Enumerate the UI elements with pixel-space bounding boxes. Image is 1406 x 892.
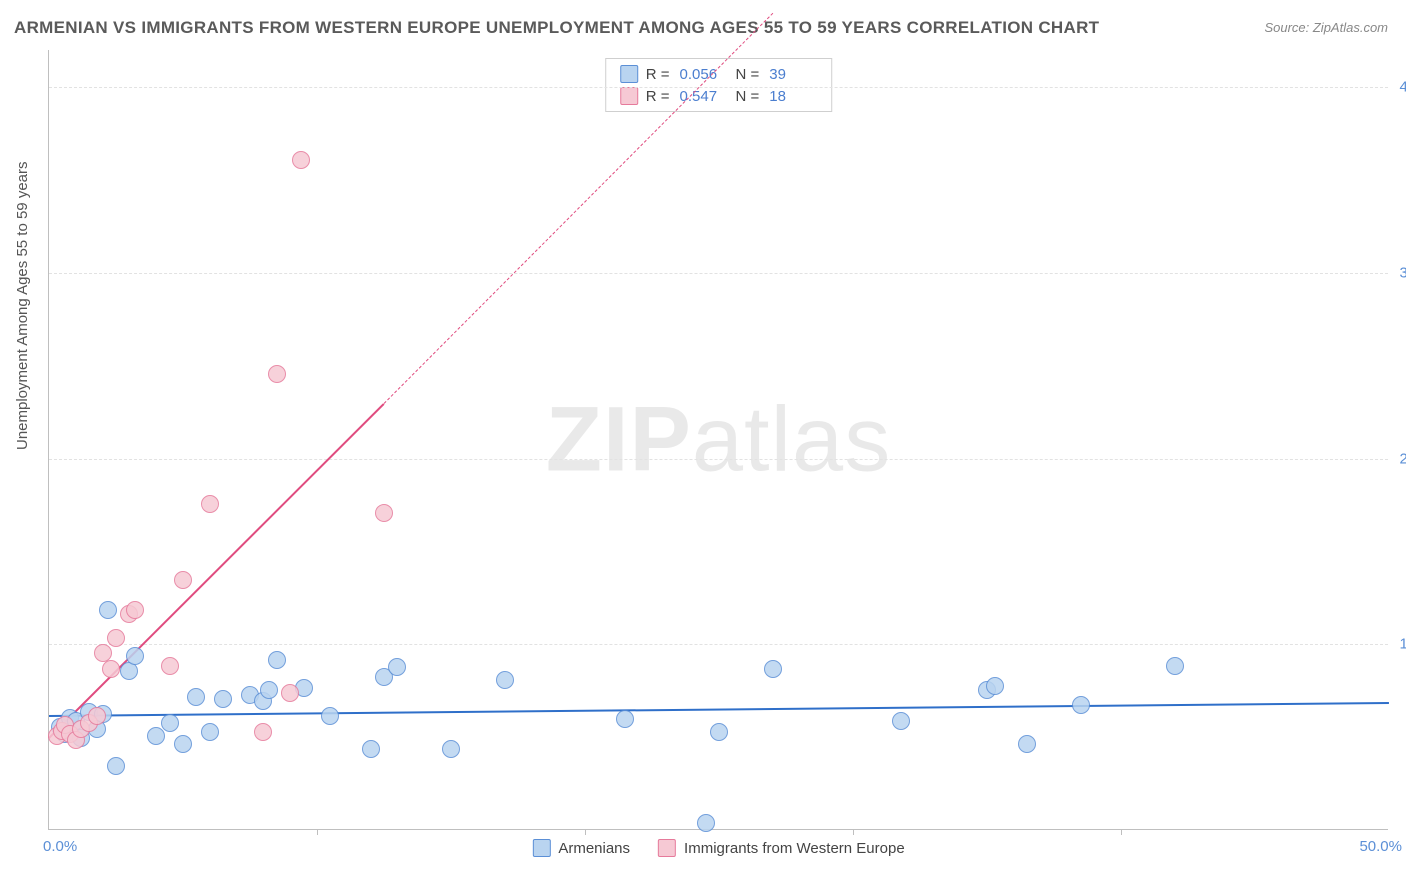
gridline — [49, 273, 1388, 274]
gridline — [49, 644, 1388, 645]
plot-area: ZIPatlas R =0.056N =39R =0.547N =18 0.0%… — [48, 50, 1388, 830]
y-tick-label: 30.0% — [1399, 264, 1406, 281]
legend-swatch — [620, 65, 638, 83]
data-point — [1166, 657, 1184, 675]
data-point — [388, 658, 406, 676]
data-point — [697, 814, 715, 832]
series-legend-label: Armenians — [558, 840, 630, 857]
trend-line — [48, 403, 384, 739]
data-point — [147, 727, 165, 745]
data-point — [362, 740, 380, 758]
legend-row: R = 0.547 N = 18 — [620, 85, 818, 107]
data-point — [102, 660, 120, 678]
data-point — [161, 714, 179, 732]
watermark-zip: ZIP — [546, 388, 692, 490]
watermark: ZIPatlas — [546, 387, 891, 492]
source-attribution: Source: ZipAtlas.com — [1264, 20, 1388, 35]
y-axis-label: Unemployment Among Ages 55 to 59 years — [14, 161, 31, 450]
data-point — [126, 647, 144, 665]
data-point — [268, 651, 286, 669]
data-point — [496, 671, 514, 689]
data-point — [107, 757, 125, 775]
legend-n-label: N = — [736, 66, 760, 83]
trend-line — [384, 13, 773, 404]
chart-title: ARMENIAN VS IMMIGRANTS FROM WESTERN EURO… — [14, 18, 1099, 38]
y-tick-label: 40.0% — [1399, 79, 1406, 96]
data-point — [321, 707, 339, 725]
data-point — [616, 710, 634, 728]
gridline — [49, 459, 1388, 460]
data-point — [201, 723, 219, 741]
x-tick — [1121, 829, 1122, 835]
legend-n-value: 18 — [769, 88, 817, 105]
data-point — [281, 684, 299, 702]
x-tick — [853, 829, 854, 835]
data-point — [986, 677, 1004, 695]
y-tick-label: 10.0% — [1399, 636, 1406, 653]
data-point — [442, 740, 460, 758]
data-point — [375, 504, 393, 522]
data-point — [99, 601, 117, 619]
x-tick — [317, 829, 318, 835]
legend-n-label: N = — [736, 88, 760, 105]
data-point — [88, 707, 106, 725]
legend-r-value: 0.056 — [680, 66, 728, 83]
series-legend: Armenians Immigrants from Western Europe — [532, 839, 904, 857]
legend-swatch — [658, 839, 676, 857]
data-point — [892, 712, 910, 730]
data-point — [174, 571, 192, 589]
data-point — [292, 151, 310, 169]
x-axis-min-label: 0.0% — [43, 838, 77, 855]
data-point — [214, 690, 232, 708]
data-point — [1018, 735, 1036, 753]
y-tick-label: 20.0% — [1399, 450, 1406, 467]
data-point — [260, 681, 278, 699]
data-point — [268, 365, 286, 383]
legend-n-value: 39 — [769, 66, 817, 83]
data-point — [107, 629, 125, 647]
data-point — [94, 644, 112, 662]
data-point — [174, 735, 192, 753]
series-legend-item: Armenians — [532, 839, 630, 857]
data-point — [187, 688, 205, 706]
gridline — [49, 87, 1388, 88]
legend-r-label: R = — [646, 66, 670, 83]
x-axis-max-label: 50.0% — [1359, 838, 1402, 855]
series-legend-label: Immigrants from Western Europe — [684, 840, 905, 857]
legend-swatch — [620, 87, 638, 105]
watermark-atlas: atlas — [692, 388, 891, 490]
legend-r-value: 0.547 — [680, 88, 728, 105]
series-legend-item: Immigrants from Western Europe — [658, 839, 905, 857]
data-point — [161, 657, 179, 675]
legend-swatch — [532, 839, 550, 857]
data-point — [201, 495, 219, 513]
data-point — [1072, 696, 1090, 714]
x-tick — [585, 829, 586, 835]
data-point — [254, 723, 272, 741]
data-point — [126, 601, 144, 619]
data-point — [764, 660, 782, 678]
data-point — [710, 723, 728, 741]
legend-r-label: R = — [646, 88, 670, 105]
